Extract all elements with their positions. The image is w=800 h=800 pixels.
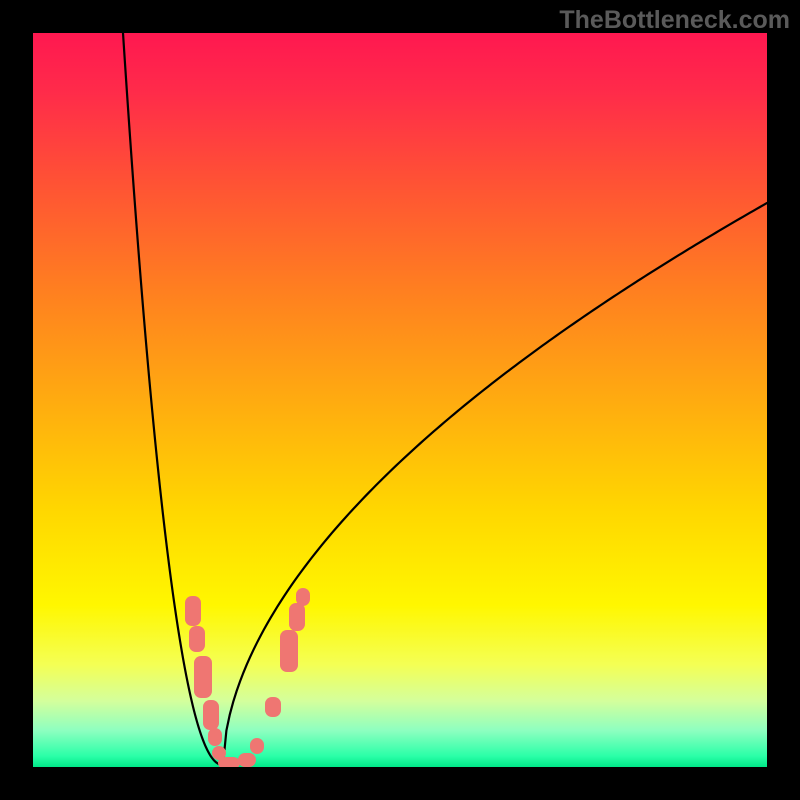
gradient-background [33, 33, 767, 767]
curve-marker [194, 656, 212, 698]
curve-marker [265, 697, 281, 717]
watermark-text: TheBottleneck.com [559, 6, 790, 35]
chart-frame [33, 33, 767, 767]
curve-marker [203, 700, 219, 730]
curve-marker [280, 630, 298, 672]
chart-svg [33, 33, 767, 767]
curve-marker [185, 596, 201, 626]
curve-marker [296, 588, 310, 606]
curve-marker [189, 626, 205, 652]
curve-marker [218, 757, 240, 767]
curve-marker [289, 603, 305, 631]
curve-marker [238, 753, 256, 767]
curve-marker [250, 738, 264, 754]
curve-marker [208, 728, 222, 746]
